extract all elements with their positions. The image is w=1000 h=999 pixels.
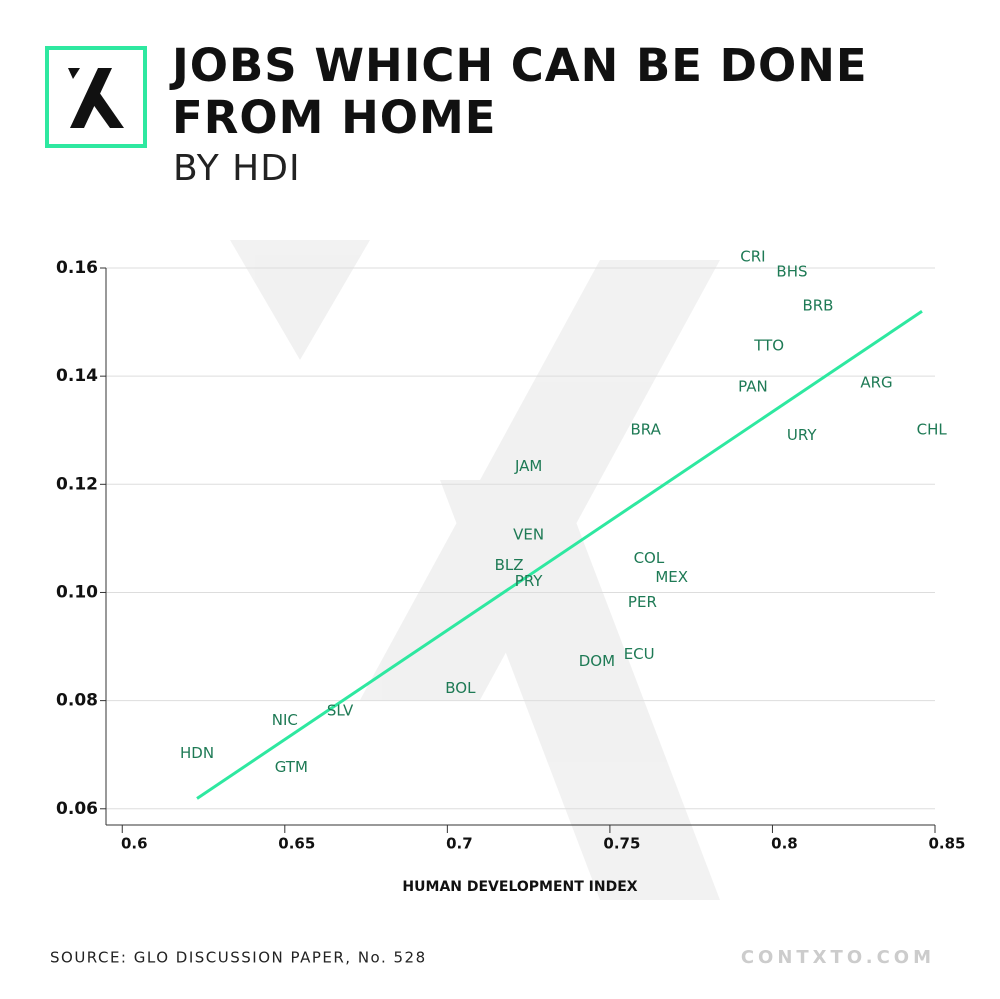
x-tick-label: 0.7 [446, 835, 473, 853]
point-label: CRI [740, 248, 765, 266]
source: SOURCE: GLO DISCUSSION PAPER, No. 528 [50, 949, 427, 967]
y-tick-label: 0.12 [56, 474, 98, 494]
subtitle: BY HDI [173, 148, 301, 189]
point-label: PER [628, 593, 657, 611]
point-label: CHL [917, 421, 948, 439]
point-label: MEX [655, 568, 688, 586]
point-label: PRY [515, 572, 544, 590]
point-label: COL [634, 549, 665, 567]
y-tick-label: 0.16 [56, 258, 98, 278]
brand: CONTXTO.COM [741, 947, 935, 968]
x-axis-label: HUMAN DEVELOPMENT INDEX [402, 879, 637, 895]
x-tick-label: 0.65 [278, 835, 315, 853]
x-tick-label: 0.6 [121, 835, 148, 853]
point-label: PAN [738, 377, 768, 395]
point-label: DOM [579, 652, 615, 670]
point-label: BOL [445, 679, 476, 697]
point-label: ECU [624, 645, 655, 663]
point-label: HDN [180, 744, 214, 762]
point-label: BLZ [495, 556, 524, 574]
point-label: VEN [513, 526, 544, 544]
logo-box [45, 46, 147, 148]
point-label: TTO [753, 336, 784, 354]
y-tick-label: 0.14 [56, 366, 98, 386]
point-label: BHS [776, 262, 807, 280]
trend-line [196, 310, 923, 800]
point-label: BRA [630, 421, 661, 439]
logo-mark [68, 68, 124, 128]
point-label: SLV [327, 701, 354, 719]
point-label: JAM [514, 457, 542, 475]
y-tick-label: 0.06 [56, 799, 98, 819]
point-label: URY [787, 426, 817, 444]
x-tick-label: 0.85 [928, 835, 965, 853]
x-tick-label: 0.8 [771, 835, 798, 853]
point-label: ARG [860, 374, 892, 392]
watermark [230, 240, 720, 900]
x-tick-label: 0.75 [603, 835, 640, 853]
y-tick-label: 0.08 [56, 691, 98, 711]
title: JOBS WHICH CAN BE DONE FROM HOME [172, 39, 868, 144]
y-tick-label: 0.10 [56, 582, 98, 602]
point-label: GTM [275, 758, 308, 776]
point-label: NIC [272, 711, 298, 729]
point-label: BRB [802, 296, 833, 314]
